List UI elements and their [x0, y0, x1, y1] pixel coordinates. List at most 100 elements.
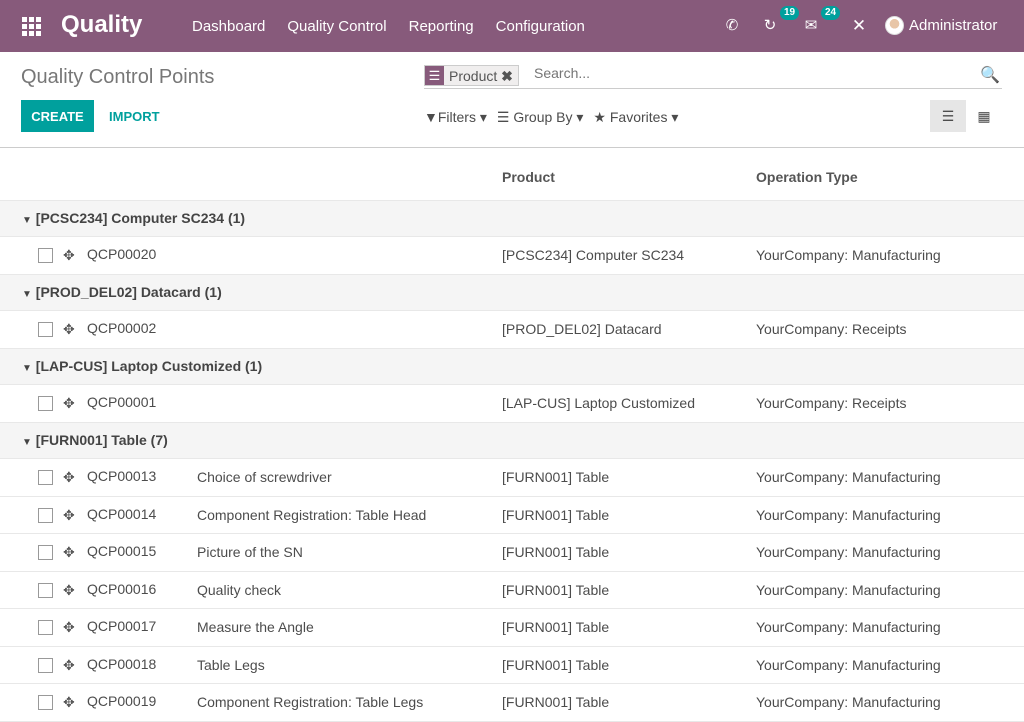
- drag-handle-icon[interactable]: ✥: [63, 506, 75, 523]
- activity-badge: 19: [780, 6, 800, 20]
- caret-down-icon: ▼: [22, 437, 32, 449]
- row-reference: QCP00001: [87, 394, 157, 411]
- table-row[interactable]: ✥ QCP00015 Picture of the SN [FURN001] Ta…: [0, 534, 1024, 571]
- row-title: [197, 237, 502, 275]
- filters-dropdown[interactable]: ▼Filters ▾: [424, 109, 487, 125]
- menu-reporting[interactable]: Reporting: [408, 18, 474, 35]
- list-icon: ☰: [496, 109, 510, 125]
- caret-down-icon: ▼: [22, 215, 32, 227]
- header-product[interactable]: Product: [502, 168, 555, 185]
- row-checkbox[interactable]: [38, 695, 53, 711]
- group-row[interactable]: ▼ [LAP-CUS] Laptop Customized (1): [0, 348, 1024, 385]
- row-operation-type: YourCompany: Manufacturing: [756, 581, 941, 598]
- table-row[interactable]: ✥ QCP00002 [PROD_DEL02] Datacard YourComp…: [0, 311, 1024, 349]
- group-row[interactable]: ▼ [PCSC234] Computer SC234 (1): [0, 200, 1024, 237]
- table-row[interactable]: ✥ QCP00019 Component Registration: Table …: [0, 684, 1024, 721]
- drag-handle-icon[interactable]: ✥: [63, 544, 75, 561]
- drag-handle-icon[interactable]: ✥: [63, 694, 75, 711]
- table-row[interactable]: ✥ QCP00018 Table Legs [FURN001] Table You…: [0, 646, 1024, 684]
- menu-quality-control[interactable]: Quality Control: [287, 18, 387, 35]
- row-operation-type: YourCompany: Receipts: [756, 395, 907, 412]
- drag-handle-icon[interactable]: ✥: [63, 581, 75, 598]
- apps-menu-icon[interactable]: [22, 17, 41, 36]
- row-checkbox[interactable]: [38, 396, 53, 412]
- table-row[interactable]: ✥ QCP00016 Quality check [FURN001] Table …: [0, 571, 1024, 609]
- facet-label: Product: [449, 68, 498, 84]
- row-operation-type: YourCompany: Manufacturing: [756, 544, 941, 561]
- top-navbar: Quality Dashboard Quality Control Report…: [0, 0, 1024, 52]
- row-product: [PCSC234] Computer SC234: [502, 247, 685, 264]
- avatar: [885, 16, 904, 35]
- group-label: [PCSC234] Computer SC234 (1): [35, 210, 246, 227]
- import-button[interactable]: IMPORT: [109, 109, 160, 124]
- row-title: [197, 311, 502, 349]
- table-row[interactable]: ✥ QCP00014 Component Registration: Table …: [0, 496, 1024, 534]
- row-checkbox[interactable]: [38, 248, 53, 264]
- group-row[interactable]: ▼ [FURN001] Table (7): [0, 422, 1024, 459]
- table-row[interactable]: ✥ QCP00001 [LAP-CUS] Laptop Customized Yo…: [0, 385, 1024, 422]
- user-name: Administrator: [909, 17, 998, 34]
- favorites-dropdown[interactable]: ★ Favorites ▾: [593, 109, 679, 125]
- row-checkbox[interactable]: [38, 582, 53, 598]
- main-menu: Dashboard Quality Control Reporting Conf…: [192, 18, 585, 35]
- row-operation-type: YourCompany: Receipts: [756, 321, 907, 338]
- row-product: [FURN001] Table: [502, 506, 610, 523]
- group-by-dropdown[interactable]: ☰ Group By ▾: [496, 109, 584, 125]
- row-title: Table Legs: [197, 656, 265, 673]
- table-row[interactable]: ✥ QCP00020 [PCSC234] Computer SC234 YourC…: [0, 237, 1024, 275]
- row-reference: QCP00019: [87, 693, 157, 710]
- row-checkbox[interactable]: [38, 507, 53, 523]
- drag-handle-icon[interactable]: ✥: [63, 395, 75, 412]
- row-checkbox[interactable]: [38, 657, 53, 673]
- row-product: [PROD_DEL02] Datacard: [502, 321, 662, 338]
- drag-handle-icon[interactable]: ✥: [63, 321, 75, 338]
- activity-icon[interactable]: ↻: [763, 17, 777, 34]
- row-reference: QCP00020: [87, 246, 157, 263]
- search-input[interactable]: [534, 65, 934, 81]
- row-operation-type: YourCompany: Manufacturing: [756, 619, 941, 636]
- star-icon: ★: [593, 109, 606, 125]
- search-bar: ☰ Product ✖ 🔍: [424, 63, 1002, 89]
- menu-dashboard[interactable]: Dashboard: [192, 18, 266, 35]
- filter-icon: ▼: [424, 109, 438, 125]
- drag-handle-icon[interactable]: ✥: [63, 619, 75, 636]
- create-button[interactable]: CREATE: [21, 100, 94, 132]
- search-icon[interactable]: 🔍: [980, 67, 1000, 84]
- header-operation-type[interactable]: Operation Type: [756, 168, 858, 185]
- row-reference: QCP00016: [87, 580, 157, 597]
- list-table: Product Operation Type ▼ [PCSC234] Compu…: [0, 148, 1024, 722]
- row-product: [FURN001] Table: [502, 544, 610, 561]
- user-menu[interactable]: Administrator: [885, 16, 997, 35]
- row-title: Measure the Angle: [197, 619, 314, 636]
- drag-handle-icon[interactable]: ✥: [63, 469, 75, 486]
- phone-icon[interactable]: ✆: [725, 17, 739, 34]
- row-reference: QCP00015: [87, 543, 157, 560]
- row-operation-type: YourCompany: Manufacturing: [756, 469, 941, 486]
- menu-configuration[interactable]: Configuration: [495, 18, 585, 35]
- table-row[interactable]: ✥ QCP00013 Choice of screwdriver [FURN001…: [0, 459, 1024, 496]
- group-label: [FURN001] Table (7): [35, 432, 168, 449]
- list-view-icon[interactable]: ☰: [930, 100, 966, 132]
- caret-down-icon: ▼: [22, 363, 32, 375]
- group-label: [LAP-CUS] Laptop Customized (1): [35, 358, 263, 375]
- group-row[interactable]: ▼ [PROD_DEL02] Datacard (1): [0, 274, 1024, 311]
- row-checkbox[interactable]: [38, 322, 53, 338]
- drag-handle-icon[interactable]: ✥: [63, 247, 75, 264]
- messages-badge: 24: [821, 6, 841, 20]
- row-reference: QCP00017: [87, 618, 157, 635]
- kanban-view-icon[interactable]: ▦: [977, 108, 991, 124]
- row-reference: QCP00013: [87, 468, 157, 485]
- messages-icon[interactable]: ✉: [804, 17, 818, 34]
- table-row[interactable]: ✥ QCP00017 Measure the Angle [FURN001] Ta…: [0, 609, 1024, 646]
- row-reference: QCP00018: [87, 655, 157, 672]
- drag-handle-icon[interactable]: ✥: [63, 656, 75, 673]
- row-checkbox[interactable]: [38, 470, 53, 486]
- row-checkbox[interactable]: [38, 545, 53, 561]
- row-title: Component Registration: Table Head: [197, 506, 427, 523]
- facet-remove-icon[interactable]: ✖: [501, 68, 513, 84]
- row-title: Component Registration: Table Legs: [197, 694, 424, 711]
- control-panel: Quality Control Points ☰ Product ✖ 🔍 CRE…: [0, 52, 1024, 148]
- app-title: Quality: [61, 11, 143, 38]
- tools-icon[interactable]: ✕: [851, 17, 867, 35]
- row-checkbox[interactable]: [38, 620, 53, 636]
